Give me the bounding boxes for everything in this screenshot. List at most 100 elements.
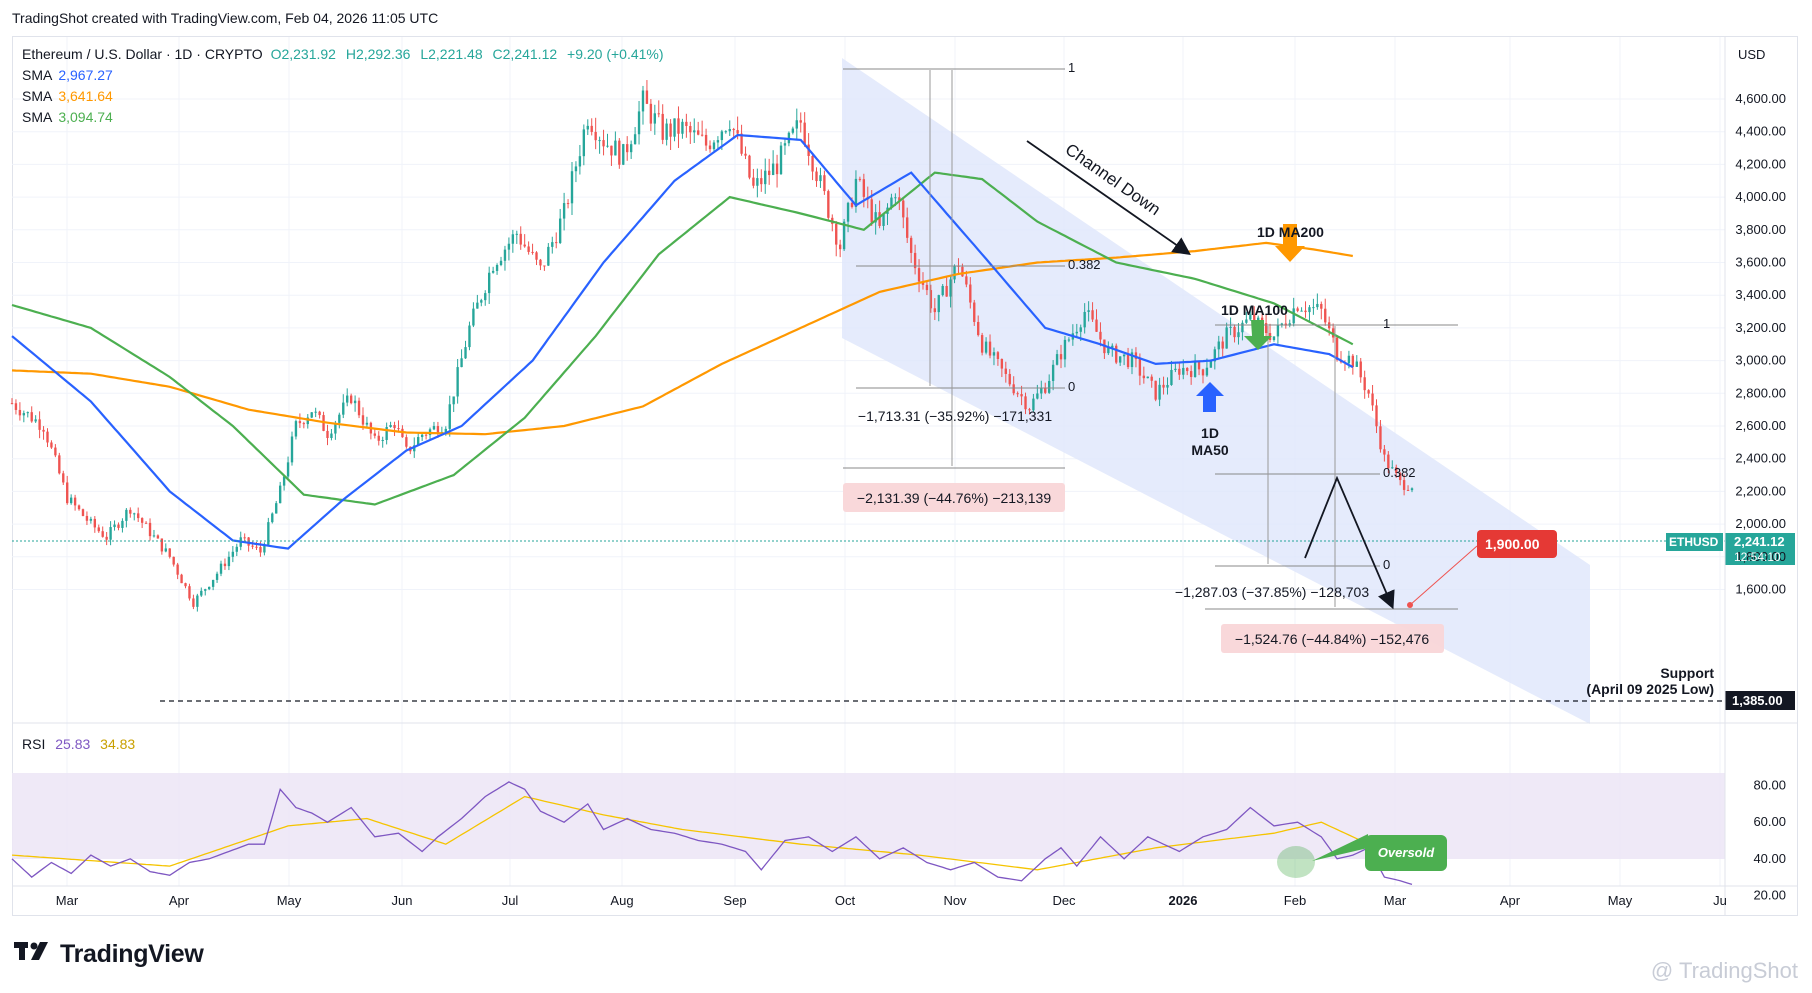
ticker-badge <box>1666 533 1723 551</box>
time-tick: Sep <box>723 893 746 908</box>
candle-body <box>160 538 164 552</box>
fib1-zero: 0 <box>1068 379 1075 394</box>
time-tick: Apr <box>169 893 190 908</box>
fib2-zero: 0 <box>1383 557 1390 572</box>
candle-body <box>748 155 751 178</box>
candle-body <box>168 548 171 557</box>
candle-body <box>929 290 933 309</box>
candle-body <box>1363 377 1366 391</box>
candle-body <box>862 179 866 197</box>
candle-body <box>677 118 680 134</box>
candle-body <box>184 583 187 587</box>
candle-body <box>637 111 641 135</box>
candle-body <box>1166 384 1169 388</box>
candle-body <box>1375 405 1378 427</box>
time-tick: Dec <box>1052 893 1076 908</box>
rsi-tick: 80.00 <box>1753 778 1786 793</box>
candle-body <box>933 308 936 313</box>
candle-body <box>937 295 940 313</box>
candle-body <box>511 234 515 244</box>
candle-body <box>902 200 905 218</box>
candle-body <box>448 404 451 429</box>
candle-body <box>495 264 499 271</box>
candle-body <box>365 422 369 425</box>
candle-body <box>452 396 455 405</box>
symbol-title: Ethereum / U.S. Dollar · 1D · CRYPTO <box>22 46 263 62</box>
candle-body <box>1189 371 1193 378</box>
price-tick: 2,200.00 <box>1735 483 1786 498</box>
candle-body <box>137 513 140 519</box>
oversold-callout <box>1312 834 1368 861</box>
candle-body <box>259 546 262 553</box>
candle-body <box>882 213 885 226</box>
price-tick: 3,000.00 <box>1735 353 1786 368</box>
candle-body <box>1225 327 1228 349</box>
candle-body <box>444 428 447 433</box>
candle-body <box>271 513 274 523</box>
candle-body <box>255 546 258 548</box>
candle-body <box>62 473 65 483</box>
candle-body <box>436 426 440 434</box>
candle-body <box>685 121 688 127</box>
candle-body <box>1237 332 1240 338</box>
rsi-band <box>12 773 1725 859</box>
candle-body <box>531 251 534 253</box>
price-badge <box>1725 533 1795 565</box>
candle-body <box>622 144 625 165</box>
candle-body <box>1107 347 1110 354</box>
candle-body <box>1099 331 1102 340</box>
candle-body <box>653 113 656 124</box>
candle-body <box>941 285 944 296</box>
candle-body <box>133 513 136 515</box>
candle-body <box>1406 489 1410 491</box>
candle-body <box>1253 314 1256 325</box>
candle-body <box>1055 354 1059 365</box>
candle-body <box>1245 319 1248 323</box>
oversold-badge <box>1365 835 1447 871</box>
candle-body <box>756 178 759 186</box>
measure-1: −1,713.31 (−35.92%) −171,331 <box>858 408 1052 424</box>
time-tick: Jun <box>392 893 413 908</box>
candle-body <box>267 522 270 545</box>
candle-body <box>472 308 475 326</box>
candle-body <box>1040 388 1043 394</box>
candle-body <box>219 563 223 574</box>
candle-body <box>629 144 633 153</box>
candle-body <box>97 527 100 532</box>
candle-body <box>842 221 846 250</box>
candle-body <box>811 155 814 172</box>
candle-body <box>282 476 286 486</box>
candle-body <box>921 281 925 285</box>
header-attribution: TradingShot created with TradingView.com… <box>12 10 439 26</box>
candle-body <box>590 125 593 132</box>
candle-body <box>188 586 191 599</box>
candle-body <box>1087 310 1090 312</box>
candle-body <box>716 140 720 143</box>
candle-body <box>894 197 897 199</box>
candle-body <box>728 129 731 132</box>
candle-body <box>1209 361 1213 368</box>
candle-body <box>26 412 29 414</box>
candle-body <box>1170 369 1173 385</box>
candle-body <box>1371 393 1374 406</box>
candle-body <box>1182 367 1185 375</box>
candle-body <box>38 419 41 430</box>
candle-body <box>783 143 787 146</box>
candle-body <box>1347 355 1351 364</box>
candle-body <box>562 203 566 219</box>
price-tick: 2,800.00 <box>1735 385 1786 400</box>
candle-body <box>614 140 617 156</box>
price-tick: 4,600.00 <box>1735 91 1786 106</box>
candle-body <box>310 412 313 418</box>
time-tick: Feb <box>1284 893 1306 908</box>
candle-body <box>1229 326 1232 328</box>
candle-body <box>1233 326 1236 338</box>
candle-body <box>235 546 238 552</box>
candle-body <box>1008 373 1011 385</box>
candle-body <box>693 130 696 133</box>
currency-label: USD <box>1738 47 1765 62</box>
candle-body <box>507 243 511 250</box>
candle-body <box>503 249 507 261</box>
candle-body <box>397 428 400 430</box>
